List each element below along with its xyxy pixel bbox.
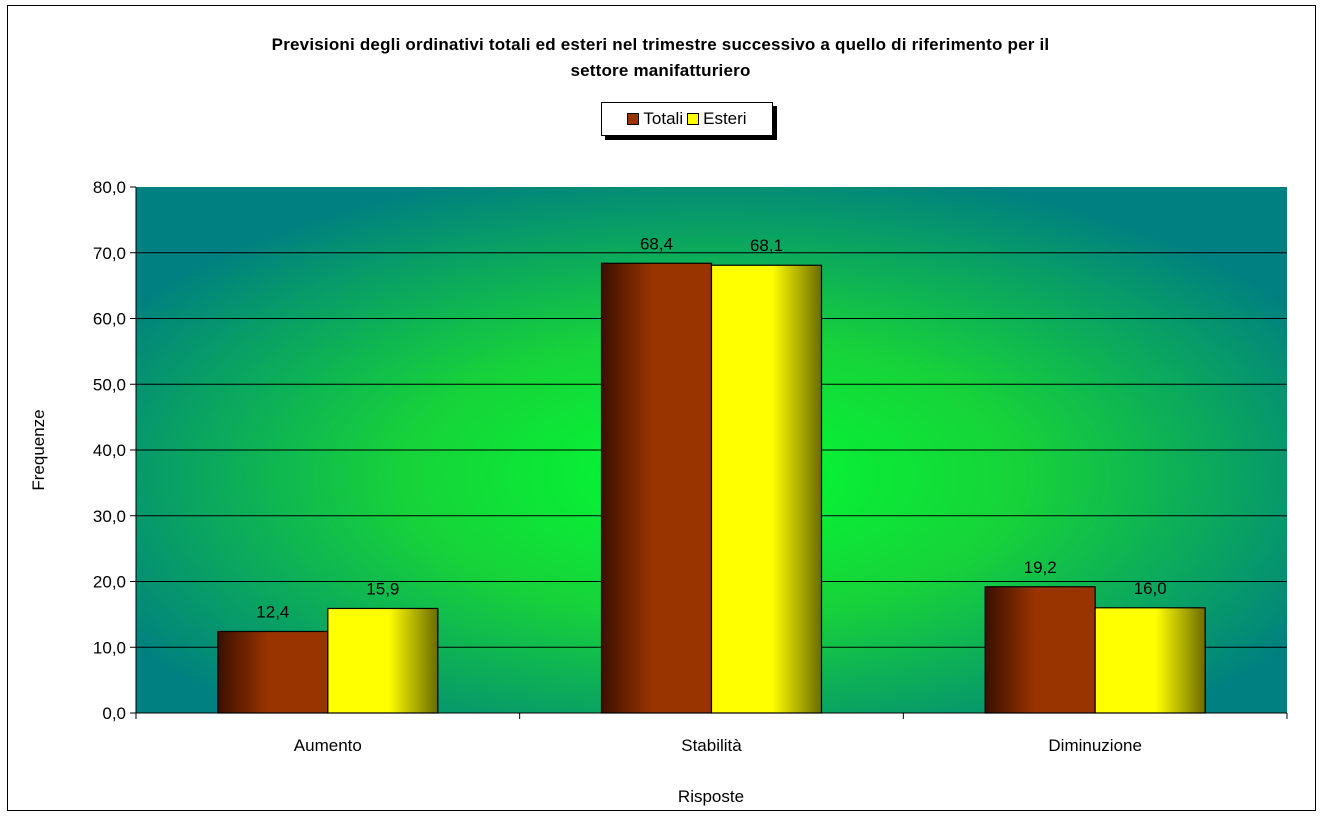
y-tick-label: 80,0 — [93, 178, 126, 197]
data-label: 16,0 — [1134, 579, 1167, 598]
y-tick-label: 50,0 — [93, 375, 126, 394]
chart-legend: Totali Esteri — [601, 102, 773, 136]
y-tick-label: 70,0 — [93, 244, 126, 263]
labels: 0,0 10,0 20,0 30,0 40,0 50,0 60,0 70,0 80,0 12,4 1… — [93, 178, 1167, 755]
data-label: 19,2 — [1024, 558, 1057, 577]
y-tick-label: 20,0 — [93, 573, 126, 592]
y-tick-label: 0,0 — [102, 704, 126, 723]
x-tick-label: Aumento — [294, 736, 362, 755]
y-tick-label: 40,0 — [93, 441, 126, 460]
bars — [217, 262, 1206, 714]
legend-item-totali: Totali — [627, 109, 683, 129]
y-tick-label: 30,0 — [93, 507, 126, 526]
x-axis-title: Risposte — [678, 787, 744, 806]
data-label: 15,9 — [366, 579, 399, 598]
bar-totali-diminuzione — [984, 586, 1096, 714]
x-tick-label: Diminuzione — [1048, 736, 1142, 755]
data-label: 12,4 — [256, 602, 289, 621]
axes — [130, 186, 1288, 719]
bar-esteri-aumento — [327, 607, 439, 714]
x-tick-label: Stabilità — [681, 736, 742, 755]
bar-totali-stabilità — [600, 262, 713, 714]
legend-swatch-totali — [627, 113, 640, 125]
chart-title-line-2: settore manifatturiero — [570, 61, 751, 80]
data-label: 68,4 — [640, 234, 673, 253]
data-label: 68,1 — [750, 236, 783, 255]
legend-label-totali: Totali — [643, 109, 684, 128]
bar-esteri-stabilità — [710, 264, 823, 714]
chart-title-line-1: Previsioni degli ordinativi totali ed es… — [271, 35, 1050, 54]
bar-totali-aumento — [217, 630, 329, 714]
legend-swatch-esteri — [687, 113, 700, 125]
y-axis-title: Frequenze — [29, 409, 48, 490]
legend-label-esteri: Esteri — [703, 109, 747, 128]
bar-esteri-diminuzione — [1094, 607, 1206, 714]
y-tick-label: 60,0 — [93, 310, 126, 329]
chart-title: Previsioni degli ordinativi totali ed es… — [0, 32, 1321, 84]
legend-item-esteri: Esteri — [687, 109, 747, 129]
y-tick-label: 10,0 — [93, 638, 126, 657]
